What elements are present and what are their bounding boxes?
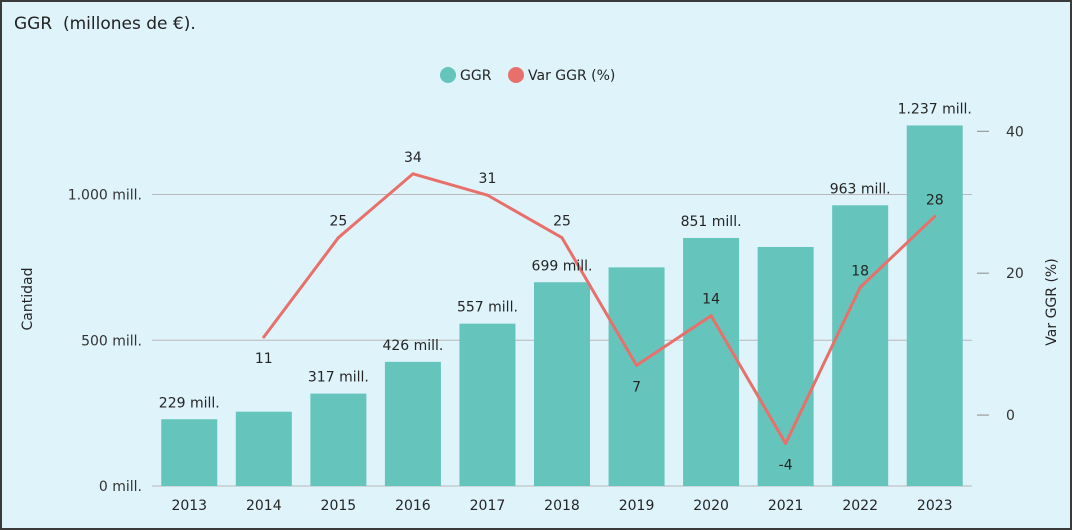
bar bbox=[384, 361, 441, 486]
bar-data-label: 699 mill. bbox=[532, 258, 593, 274]
x-tick-label: 2017 bbox=[470, 498, 506, 514]
bar bbox=[534, 282, 590, 486]
line-data-label: 7 bbox=[632, 379, 641, 395]
y2-axis-label: Var GGR (%) bbox=[1044, 258, 1060, 345]
x-tick-label: 2020 bbox=[693, 498, 729, 514]
bar bbox=[235, 411, 292, 486]
x-tick-label: 2021 bbox=[768, 498, 804, 514]
x-tick-label: 2019 bbox=[619, 498, 655, 514]
legend-swatch-ggr bbox=[440, 67, 456, 83]
x-tick-label: 2018 bbox=[544, 498, 580, 514]
x-tick-label: 2014 bbox=[246, 498, 282, 514]
bar bbox=[608, 267, 665, 486]
line-point bbox=[560, 236, 564, 240]
line-data-label: 25 bbox=[553, 214, 571, 230]
y-tick-label: 0 mill. bbox=[99, 479, 142, 495]
y-tick-label: 500 mill. bbox=[81, 333, 142, 349]
line-data-label: 34 bbox=[404, 150, 422, 166]
line-point bbox=[336, 236, 340, 240]
bar bbox=[459, 323, 516, 486]
line-series bbox=[262, 172, 937, 445]
bar-data-label: 1.237 mill. bbox=[898, 101, 972, 117]
bar-data-label: 229 mill. bbox=[159, 395, 220, 411]
y-tick-label: 1.000 mill. bbox=[68, 188, 142, 204]
chart-title: GGR (millones de €). bbox=[14, 14, 196, 34]
x-tick-label: 2013 bbox=[171, 498, 207, 514]
line-data-label: 11 bbox=[255, 351, 273, 367]
data-labels: 229 mill. 317 mill. 426 mill. 557 mill. 699 … bbox=[159, 101, 972, 473]
y2-tick-label: 0 bbox=[1006, 408, 1015, 424]
line-data-label: 18 bbox=[851, 263, 869, 279]
x-tick-label: 2023 bbox=[917, 498, 953, 514]
line-data-label: 14 bbox=[702, 292, 720, 308]
bar bbox=[683, 237, 740, 486]
y2-tick-label: 20 bbox=[1006, 266, 1024, 282]
x-tick-label: 2022 bbox=[842, 498, 878, 514]
line-point bbox=[933, 214, 937, 218]
bar-data-label: 851 mill. bbox=[681, 214, 742, 230]
line-data-label: 31 bbox=[479, 171, 497, 187]
line-point bbox=[784, 441, 788, 445]
line-point bbox=[635, 363, 639, 367]
line-point bbox=[709, 314, 713, 318]
bar-data-label: 557 mill. bbox=[457, 300, 518, 316]
bar-data-label: 426 mill. bbox=[382, 338, 443, 354]
legend-label-var-ggr: Var GGR (%) bbox=[528, 68, 615, 84]
bar bbox=[310, 393, 367, 486]
y2-tick-label: 40 bbox=[1006, 124, 1024, 140]
y-axis-label: Cantidad bbox=[20, 268, 36, 331]
x-tick-label: 2015 bbox=[321, 498, 357, 514]
axes: 0 mill. 500 mill. 1.000 mill. 0 20 40 Cantidad… bbox=[20, 124, 1060, 514]
bar bbox=[832, 205, 889, 486]
bar bbox=[161, 419, 218, 486]
line-point bbox=[411, 172, 415, 176]
line-data-label: -4 bbox=[779, 457, 793, 473]
bar bbox=[757, 246, 814, 486]
line-var-ggr bbox=[262, 172, 936, 445]
legend-swatch-var-ggr bbox=[508, 67, 524, 83]
bar-data-label: 317 mill. bbox=[308, 370, 369, 386]
line-point bbox=[858, 285, 862, 289]
bar-data-label: 963 mill. bbox=[830, 181, 891, 197]
bars bbox=[161, 125, 963, 486]
line-data-label: 25 bbox=[329, 214, 347, 230]
line-data-label: 28 bbox=[926, 192, 944, 208]
legend: GGR Var GGR (%) bbox=[440, 67, 615, 84]
bar bbox=[906, 125, 963, 486]
line-point bbox=[262, 335, 266, 339]
legend-label-ggr: GGR bbox=[460, 68, 492, 84]
line-point bbox=[485, 193, 489, 197]
x-tick-label: 2016 bbox=[395, 498, 431, 514]
